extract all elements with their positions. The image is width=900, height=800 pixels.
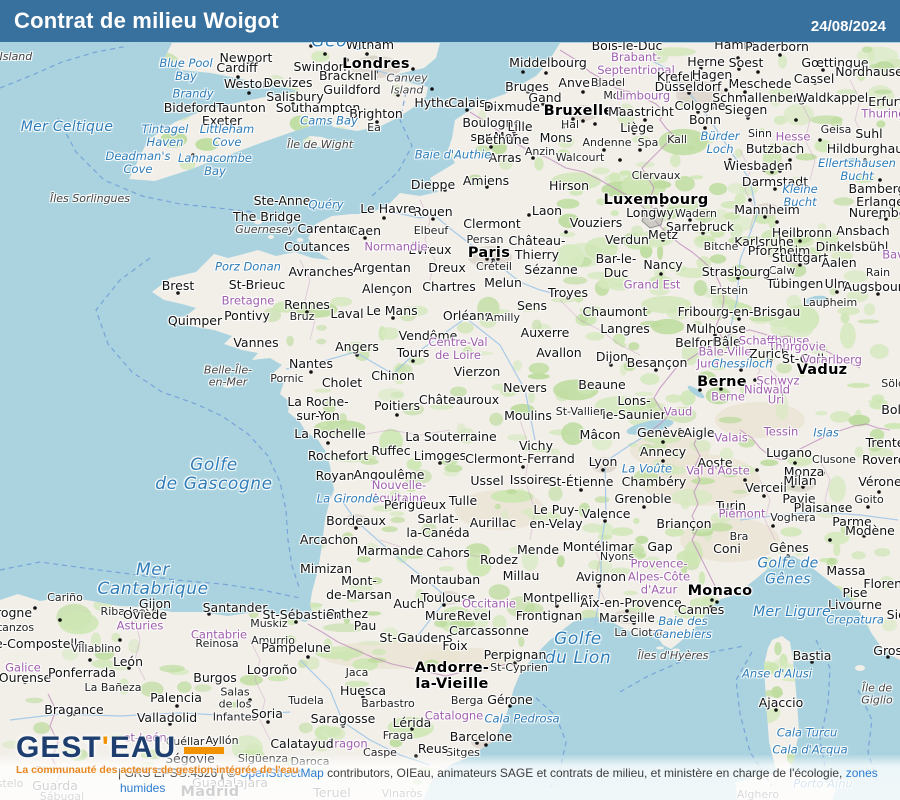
gesteau-logo-text: GEST'EAU: [16, 733, 299, 763]
attribution-text: | GRS EPSG:4326 | ©: [118, 766, 240, 780]
page-title: Contrat de milieu Woigot: [14, 8, 279, 33]
attribution-bar: | GRS EPSG:4326 | © OpenStreetMap contri…: [118, 766, 878, 780]
openstreetmap-link[interactable]: OpenStreetMap: [239, 766, 324, 780]
zones-humides-link[interactable]: zones: [845, 766, 878, 780]
zones-humides-link-line2[interactable]: humides: [120, 781, 166, 795]
map-date: 24/08/2024: [810, 17, 886, 35]
attribution-text-mid: contributors, OIEau, animateurs SAGE et …: [323, 766, 846, 780]
gesteau-logo[interactable]: GEST'EAU La communauté des acteurs de ge…: [16, 733, 299, 777]
header: Contrat de milieu Woigot 24/08/2024: [0, 0, 900, 42]
logo-dash-icon: [184, 747, 225, 754]
gesteau-tagline: La communauté des acteurs de gestion int…: [16, 764, 299, 776]
attribution-gradient: [0, 754, 900, 800]
